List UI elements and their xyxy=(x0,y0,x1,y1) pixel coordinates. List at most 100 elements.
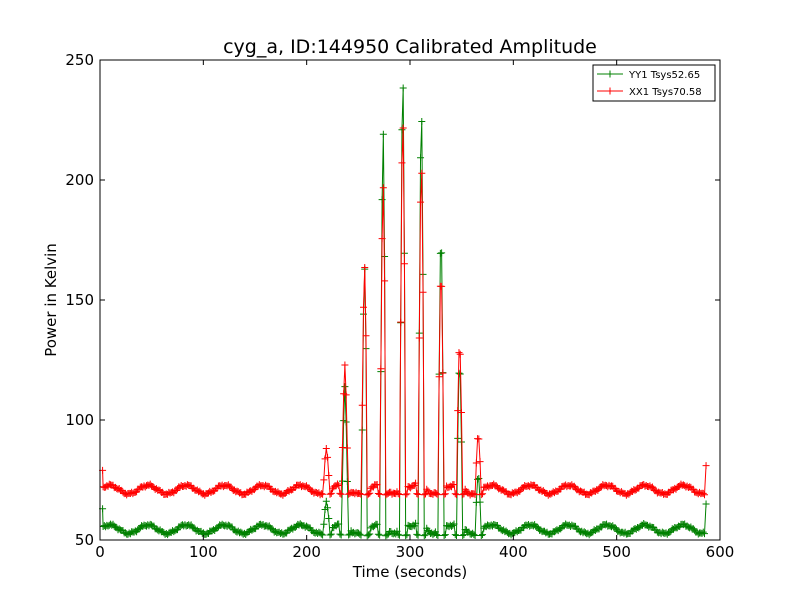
data-point-1-486 xyxy=(701,491,708,499)
data-point-0-486 xyxy=(701,530,708,538)
data-point-0-198 xyxy=(343,478,351,486)
data-point-1-300 xyxy=(470,490,478,498)
chart-title: cyg_a, ID:144950 Calibrated Amplitude xyxy=(223,36,597,58)
data-point-0-485 xyxy=(699,528,707,536)
data-point-1-226 xyxy=(378,235,386,243)
data-point-1-178 xyxy=(319,490,327,498)
data-point-1-211 xyxy=(360,303,367,311)
data-point-0-245 xyxy=(402,532,410,540)
data-point-1-191 xyxy=(335,481,343,489)
data-point-1-193 xyxy=(337,490,345,498)
data-point-0-243 xyxy=(399,84,407,92)
data-point-1-302 xyxy=(472,459,480,467)
data-point-0-274 xyxy=(438,249,446,257)
series-layer xyxy=(99,84,710,540)
data-point-1-183 xyxy=(325,471,333,479)
data-point-0-277 xyxy=(441,531,449,539)
x-tick-label-0: 0 xyxy=(95,543,105,561)
data-point-0-255 xyxy=(414,531,422,539)
x-tick-label-600: 600 xyxy=(706,543,735,561)
data-point-1-181 xyxy=(322,444,330,452)
data-point-1-215 xyxy=(364,490,372,498)
data-point-0-286 xyxy=(453,531,460,539)
data-point-1-244 xyxy=(400,260,408,268)
legend-entry-xx1: XX1 Tsys70.58 xyxy=(597,87,702,98)
data-point-0-226 xyxy=(378,196,386,204)
legend-label-xx1: XX1 Tsys70.58 xyxy=(629,87,702,98)
legend-label-yy1: YY1 Tsys52.65 xyxy=(628,70,700,81)
x-tick-label-400: 400 xyxy=(499,543,528,561)
data-point-1-306 xyxy=(477,491,485,499)
legend-box xyxy=(592,64,716,102)
data-point-0-181 xyxy=(322,497,330,505)
data-point-0-179 xyxy=(320,520,328,528)
data-point-1-276 xyxy=(440,491,448,499)
legend: YY1 Tsys52.65 XX1 Tsys70.58 xyxy=(592,64,716,102)
data-point-0-260 xyxy=(420,532,428,540)
data-point-1-290 xyxy=(457,408,465,416)
data-point-0-305 xyxy=(476,498,484,506)
data-point-0-192 xyxy=(336,530,344,538)
x-axis-label: Time (seconds) xyxy=(352,563,468,581)
data-point-1-287 xyxy=(454,407,462,415)
data-point-1-209 xyxy=(357,490,365,498)
data-point-0-183 xyxy=(325,514,333,522)
series-markers-0 xyxy=(99,84,710,540)
data-point-0-300 xyxy=(470,531,478,539)
data-point-0-222 xyxy=(373,520,381,528)
data-point-1-253 xyxy=(412,479,420,487)
data-point-1-179 xyxy=(320,476,328,484)
data-point-1-288 xyxy=(455,349,463,357)
data-point-0-242 xyxy=(398,126,406,134)
data-point-0-273 xyxy=(436,249,444,257)
data-point-1-271 xyxy=(434,491,442,499)
data-point-1-246 xyxy=(403,490,411,498)
data-point-0-276 xyxy=(440,531,448,539)
data-point-1-262 xyxy=(423,485,431,493)
data-point-0-177 xyxy=(317,530,325,538)
tick-layer: 0 100 200 300 400 500 600 50 100 150 200 250 xyxy=(65,51,734,561)
legend-marker-xx1 xyxy=(606,87,614,95)
data-point-1-485 xyxy=(699,489,707,497)
data-point-1-291 xyxy=(459,491,467,499)
data-point-0-185 xyxy=(327,530,335,538)
data-point-0-197 xyxy=(342,418,350,426)
data-point-1-240 xyxy=(395,491,403,498)
data-point-1-256 xyxy=(415,334,423,342)
data-point-1-270 xyxy=(433,490,441,498)
data-point-0-253 xyxy=(412,519,420,527)
data-point-0-254 xyxy=(413,530,421,538)
data-point-0-292 xyxy=(460,531,468,539)
data-point-0-215 xyxy=(364,531,372,539)
data-point-1-222 xyxy=(373,480,381,488)
data-point-0-414 xyxy=(611,524,619,532)
data-point-1-245 xyxy=(402,491,410,499)
data-point-1-224 xyxy=(376,490,384,498)
data-point-1-212 xyxy=(361,264,369,272)
data-point-1-192 xyxy=(336,489,344,497)
data-point-0-193 xyxy=(337,531,345,539)
y-tick-label-50: 50 xyxy=(75,531,94,549)
data-point-1-177 xyxy=(317,490,325,498)
data-point-0-261 xyxy=(422,531,429,539)
data-point-0-184 xyxy=(326,531,334,539)
data-point-1-242 xyxy=(398,159,406,167)
legend-marker-yy1 xyxy=(606,70,614,78)
data-point-0-284 xyxy=(450,520,458,528)
data-point-0-487 xyxy=(702,500,710,508)
data-point-1-274 xyxy=(438,282,446,290)
data-point-0-209 xyxy=(357,531,365,539)
y-tick-label-100: 100 xyxy=(65,411,94,429)
data-point-1-258 xyxy=(418,169,426,177)
data-point-1-289 xyxy=(456,350,464,358)
data-point-1-301 xyxy=(471,491,479,499)
x-tick-label-100: 100 xyxy=(189,543,218,561)
series-markers-1 xyxy=(99,124,710,499)
data-point-0-283 xyxy=(449,521,457,529)
data-point-0-258 xyxy=(418,117,426,125)
data-point-1-182 xyxy=(324,453,332,461)
data-point-1-167 xyxy=(305,484,313,492)
data-point-0-270 xyxy=(433,531,441,539)
data-point-1-197 xyxy=(342,391,350,399)
